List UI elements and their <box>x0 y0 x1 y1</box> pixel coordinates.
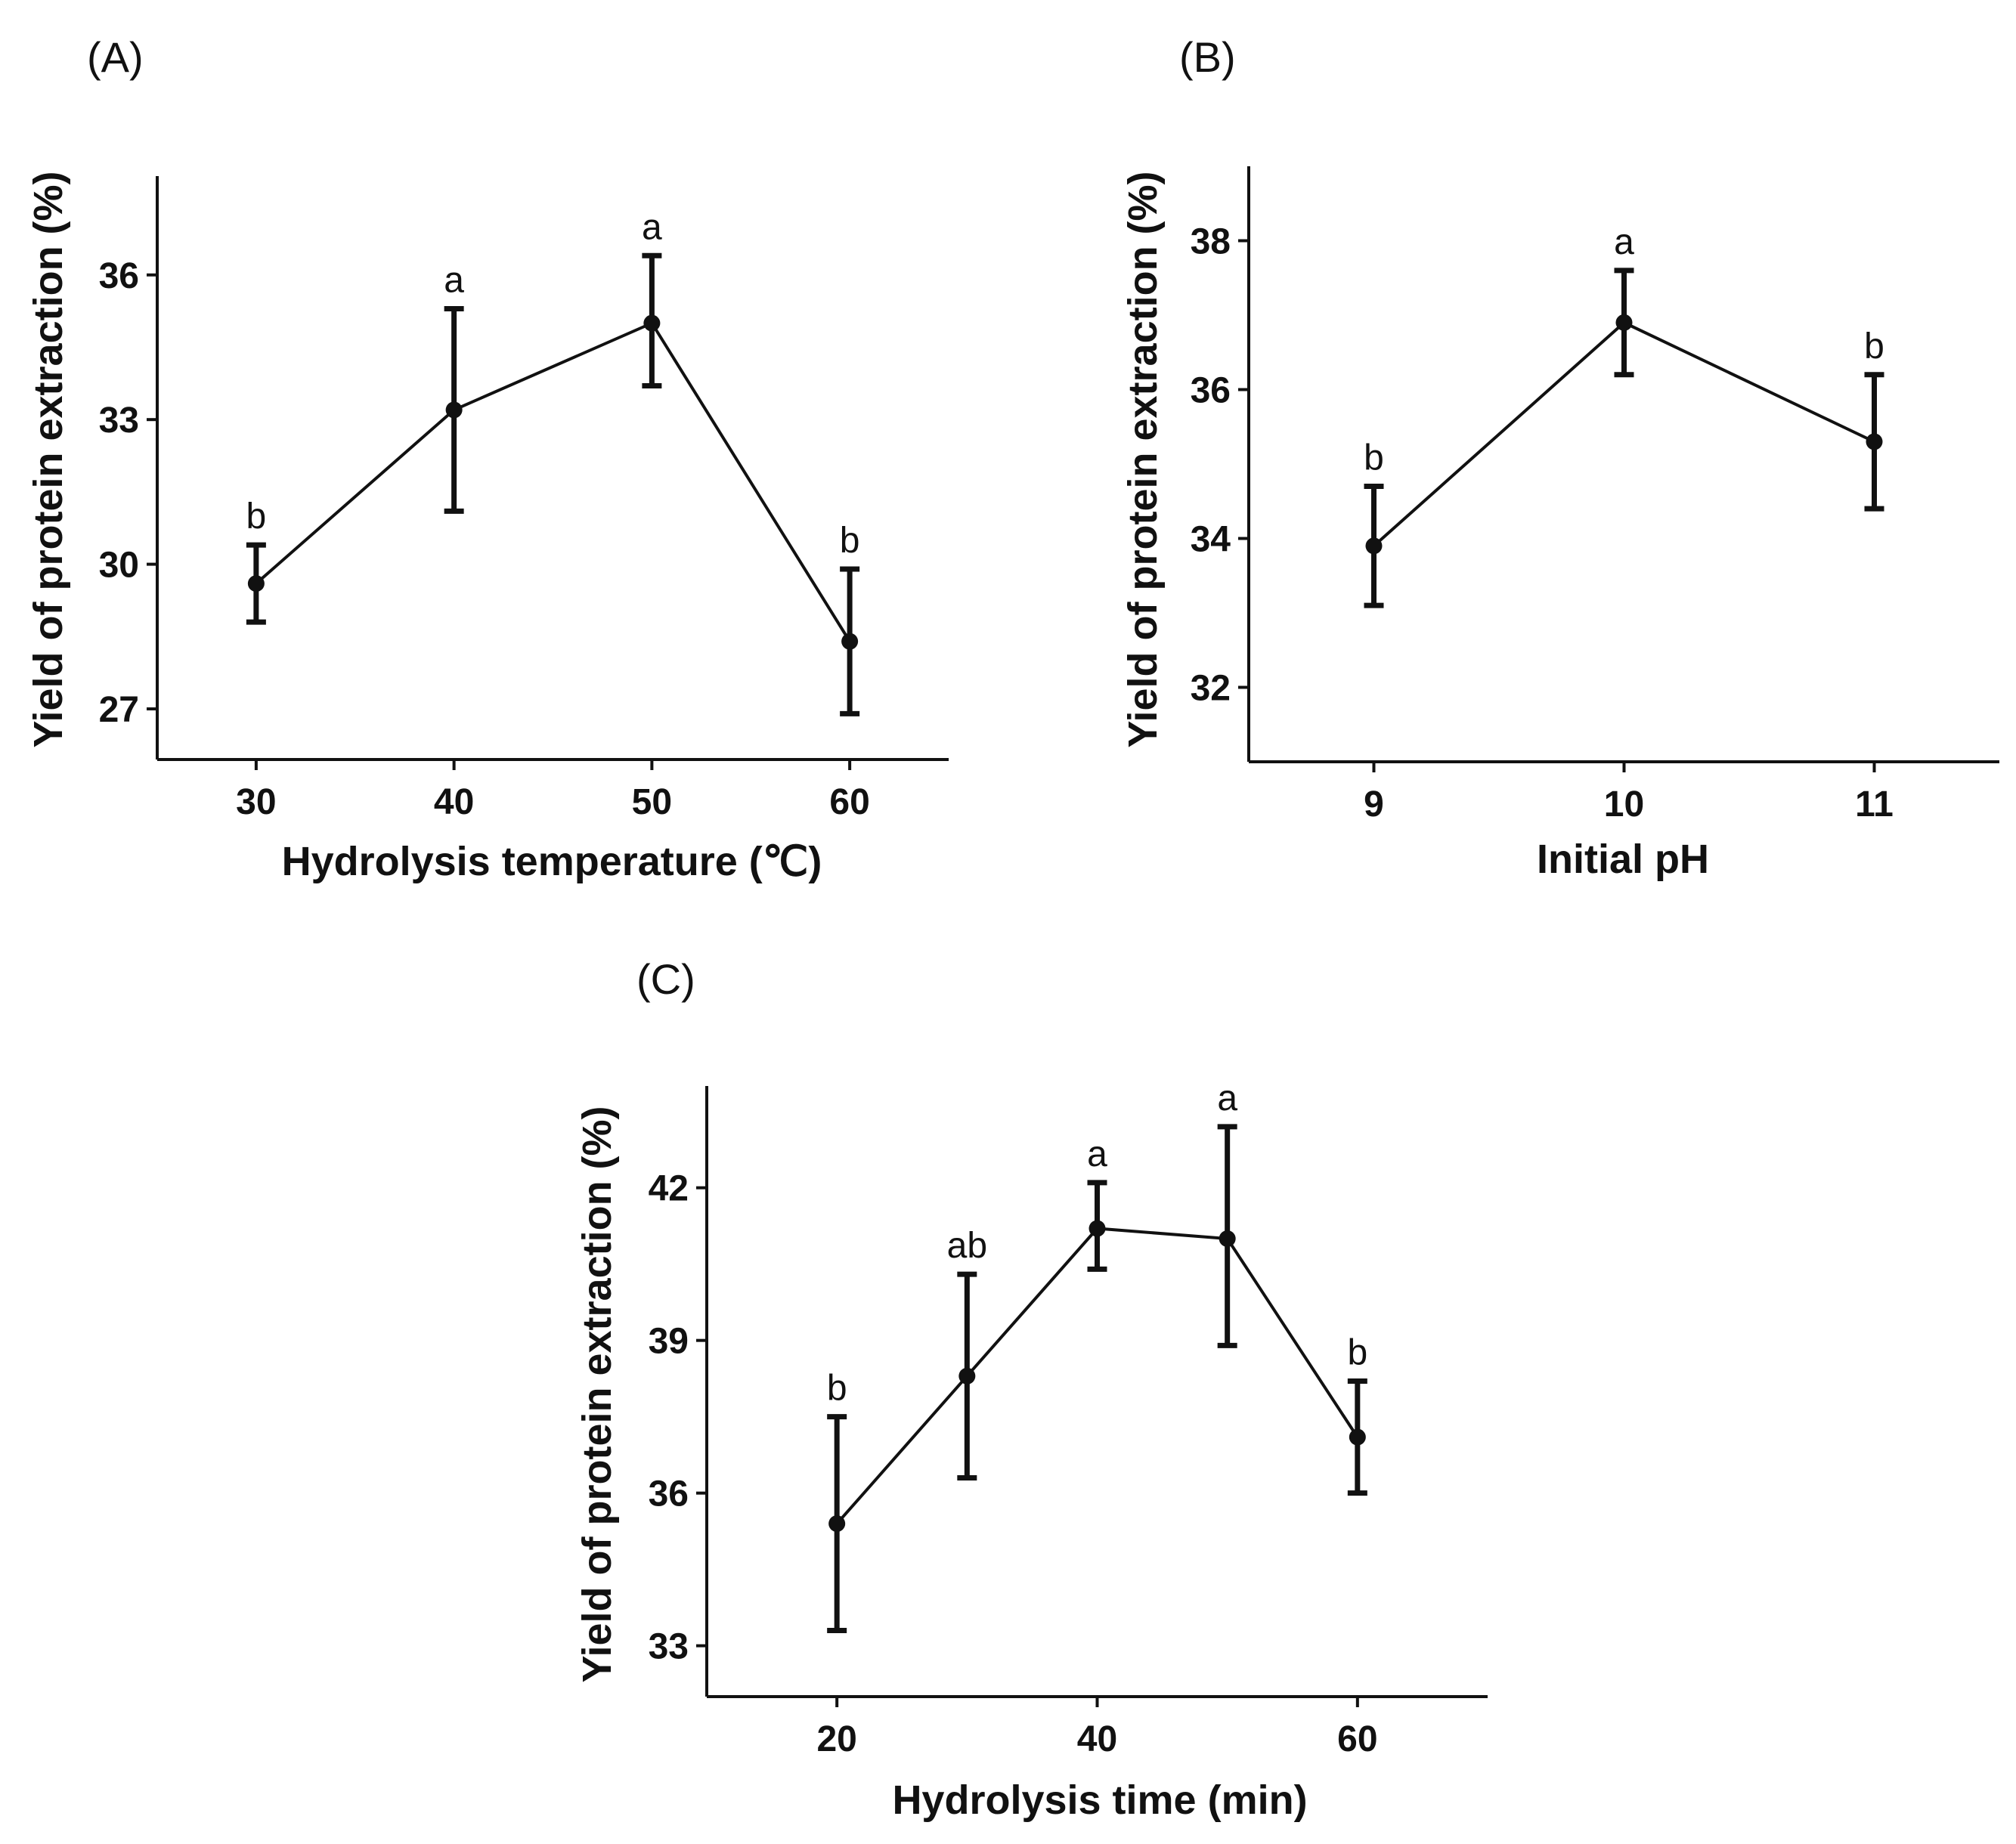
panel-c-y-tick-label: 33 <box>649 1627 689 1667</box>
panel-a-x-tick-label: 40 <box>434 782 474 822</box>
panel-a-marks: b a a b <box>246 207 860 716</box>
panel-b-data-point <box>1615 314 1633 331</box>
panel-b-y-tick-label: 38 <box>1191 222 1231 262</box>
panel-a: (A) 27 30 33 36 30 40 50 60 b a a b Hydrolysis tem… <box>26 33 949 884</box>
panel-b-y-tick-label: 32 <box>1191 669 1231 709</box>
panel-a-label: (A) <box>87 33 144 81</box>
panel-c-data-point <box>828 1515 846 1533</box>
panel-b: (B) 32 34 36 38 9 10 11 b a b Initial pH Yield o… <box>1120 33 1999 882</box>
panel-b-significance-label: a <box>1614 222 1634 262</box>
panel-a-axes: 27 30 33 36 30 40 50 60 <box>99 176 949 822</box>
panel-c-x-tick-label: 20 <box>816 1719 856 1759</box>
panel-a-y-tick-label: 27 <box>99 690 139 730</box>
panel-a-y-axis-title: Yield of protein extraction (%) <box>26 171 71 747</box>
panel-b-x-tick-label: 10 <box>1604 784 1644 825</box>
panel-b-x-tick-label: 9 <box>1364 784 1384 825</box>
panel-c-x-axis-title: Hydrolysis time (min) <box>892 1777 1307 1823</box>
panel-c-significance-label: a <box>1217 1078 1237 1118</box>
panel-b-x-axis-title: Initial pH <box>1537 837 1709 882</box>
panel-b-y-axis-title: Yield of protein extraction (%) <box>1120 171 1166 747</box>
panel-a-series-line <box>255 321 851 642</box>
panel-b-significance-label: b <box>1364 438 1384 478</box>
panel-a-x-tick-label: 60 <box>829 782 869 822</box>
panel-b-data-point <box>1866 433 1883 450</box>
panel-c-y-tick-label: 36 <box>649 1474 689 1514</box>
panel-c-y-tick-label: 39 <box>649 1322 689 1362</box>
panel-a-significance-label: a <box>642 207 662 247</box>
panel-c-significance-label: a <box>1087 1134 1107 1174</box>
panel-a-data-point <box>247 575 265 592</box>
panel-b-y-tick-label: 36 <box>1191 371 1231 411</box>
panel-a-x-axis-title: Hydrolysis temperature (℃) <box>282 839 822 884</box>
panel-c-data-point <box>958 1367 976 1385</box>
panel-a-data-point <box>643 314 661 332</box>
panel-c-y-axis-title: Yield of protein extraction (%) <box>574 1106 620 1682</box>
panel-b-x-tick-label: 11 <box>1855 784 1894 825</box>
panel-c-data-point <box>1089 1220 1106 1237</box>
panel-c-significance-label: ab <box>947 1226 987 1266</box>
panel-a-data-point <box>841 633 859 650</box>
panel-a-x-tick-label: 30 <box>236 782 276 822</box>
panel-b-marks: b a b <box>1364 222 1884 608</box>
panel-a-x-tick-label: 50 <box>632 782 672 822</box>
panel-b-y-tick-label: 34 <box>1191 520 1231 560</box>
panel-c-data-point <box>1349 1428 1366 1446</box>
panel-c-axes: 33 36 39 42 20 40 60 <box>649 1086 1488 1759</box>
panel-c-y-tick-label: 42 <box>649 1169 689 1209</box>
panel-b-axes: 32 34 36 38 9 10 11 <box>1191 166 1999 825</box>
panel-a-significance-label: b <box>840 521 860 561</box>
panel-a-y-tick-label: 33 <box>99 401 139 441</box>
panel-a-y-tick-label: 36 <box>99 256 139 296</box>
panel-a-significance-label: b <box>246 497 267 537</box>
panel-c-x-tick-label: 40 <box>1077 1719 1117 1759</box>
panel-c-significance-label: b <box>1347 1333 1367 1373</box>
panel-b-significance-label: b <box>1864 326 1884 367</box>
panel-c-x-tick-label: 60 <box>1337 1719 1377 1759</box>
panel-a-y-tick-label: 30 <box>99 546 139 586</box>
panel-c-series-line <box>835 1227 1359 1525</box>
panel-b-data-point <box>1365 537 1383 555</box>
panel-a-significance-label: a <box>444 260 464 300</box>
panel-b-label: (B) <box>1179 33 1236 81</box>
panel-c-label: (C) <box>636 955 695 1003</box>
panel-c-significance-label: b <box>827 1369 847 1409</box>
panel-a-data-point <box>445 401 463 419</box>
panel-c-data-point <box>1219 1230 1236 1247</box>
